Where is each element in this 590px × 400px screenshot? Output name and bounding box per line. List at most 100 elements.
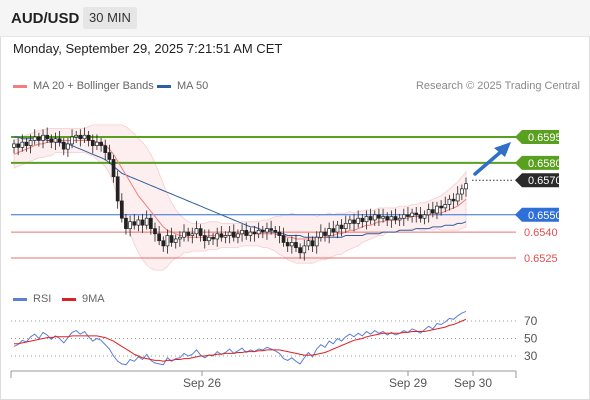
legend-ma20-label: MA 20 + Bollinger Bands [33, 80, 154, 92]
legend-ma20-swatch [13, 84, 27, 88]
candle-bullish [319, 231, 323, 238]
candle-bearish [439, 205, 443, 209]
credit-label: Research © 2025 Trading Central [415, 80, 580, 92]
candle-bearish [132, 221, 137, 226]
pair-title: AUD/USD [11, 10, 80, 27]
level-tag-0.6580 [515, 155, 559, 170]
candle-bullish [426, 209, 431, 216]
forecast-arrow-head [494, 142, 511, 157]
candle-bullish [190, 233, 195, 236]
candle-bearish [260, 229, 265, 233]
candle-bullish [82, 134, 87, 140]
candle-bearish [360, 217, 365, 223]
candle-bearish [16, 143, 20, 148]
level-label-0.6570: 0.6570 [528, 175, 562, 187]
candle-bullish [422, 214, 427, 219]
candle-bullish [435, 205, 439, 214]
candle-bearish [153, 228, 157, 235]
candle-bullish [343, 223, 348, 229]
legend-ma20: MA 20 + Bollinger Bands [13, 80, 154, 92]
x-tick-label: Sep 26 [183, 376, 221, 390]
candle-bullish [70, 136, 74, 145]
candle-bullish [227, 231, 232, 236]
candle-bearish [414, 212, 419, 216]
level-tag-0.6595 [515, 130, 559, 144]
candle-bullish [165, 235, 170, 247]
candle-bearish [211, 236, 215, 240]
legend-ma50: MA 50 [157, 80, 208, 92]
level-label-0.6550: 0.6550 [528, 210, 562, 222]
timeframe-button[interactable]: 30 MIN [83, 7, 137, 29]
candle-bearish [37, 136, 41, 141]
candle-bullish [372, 214, 377, 221]
candle-bearish [277, 231, 282, 236]
candle-bearish [124, 217, 128, 229]
datetime-label: Monday, September 29, 2025 7:21:51 AM CE… [13, 41, 283, 56]
candle-bullish [215, 233, 220, 240]
candle-bearish [49, 138, 54, 143]
candle-bearish [99, 141, 103, 146]
candle-bearish [148, 217, 153, 229]
bollinger-band [13, 124, 467, 271]
candle-bearish [368, 216, 373, 221]
candle-bullish [95, 141, 99, 146]
candle-bearish [310, 240, 315, 247]
candle-bullish [178, 236, 182, 240]
candle-bearish [115, 176, 120, 202]
candle-bearish [119, 200, 124, 219]
candle-bearish [339, 224, 344, 229]
candle-bullish [32, 136, 37, 141]
candle-bullish [74, 134, 79, 138]
candle-bullish [447, 198, 452, 205]
candle-bullish [182, 231, 186, 238]
candle-bullish [173, 238, 178, 243]
legend-rsi: RSI [13, 293, 51, 305]
candle-bearish [24, 141, 29, 146]
candle-bearish [231, 231, 236, 238]
candle-bearish [140, 219, 145, 226]
candle-bullish [389, 216, 394, 221]
candle-bullish [397, 217, 402, 221]
rsi-tick-30: 30 [524, 349, 538, 363]
candle-bearish [352, 219, 356, 224]
candle-bearish [393, 216, 398, 221]
candle-bearish [219, 233, 224, 238]
candle-bearish [161, 240, 166, 247]
candle-bullish [128, 221, 132, 229]
level-tag-0.6550 [515, 207, 559, 222]
candle-bearish [323, 231, 327, 236]
candle-bearish [61, 141, 66, 150]
candle-bullish [41, 134, 45, 141]
candle-bearish [202, 235, 207, 242]
rsi-line [13, 310, 467, 366]
candle-bearish [252, 231, 257, 235]
candle-bearish [78, 134, 83, 140]
legend-9ma-label: 9MA [82, 293, 105, 305]
candle-bearish [90, 140, 95, 146]
x-tick-label: Sep 29 [389, 376, 427, 390]
ma50-line [14, 136, 467, 238]
candle-bearish [45, 134, 50, 140]
level-label-0.6525: 0.6525 [524, 253, 558, 265]
candle-bullish [460, 188, 464, 195]
candle-bearish [244, 229, 249, 236]
level-tag-0.6570 [515, 173, 559, 188]
x-tick-label: Sep 30 [454, 376, 492, 390]
candle-bullish [443, 204, 448, 209]
candle-bullish [302, 245, 307, 254]
candle-bullish [194, 228, 199, 235]
candle-bullish [248, 231, 253, 236]
candle-bullish [348, 219, 352, 224]
candle-bearish [269, 228, 273, 231]
level-label-0.6595: 0.6595 [528, 132, 562, 144]
candle-bullish [289, 242, 294, 247]
rsi-tick-70: 70 [524, 314, 538, 328]
legend-9ma: 9MA [62, 293, 105, 305]
candle-bullish [256, 229, 261, 235]
candle-bullish [314, 236, 319, 247]
candle-bearish [298, 247, 302, 254]
candle-bearish [198, 228, 203, 236]
forecast-arrow-shaft [473, 148, 505, 176]
